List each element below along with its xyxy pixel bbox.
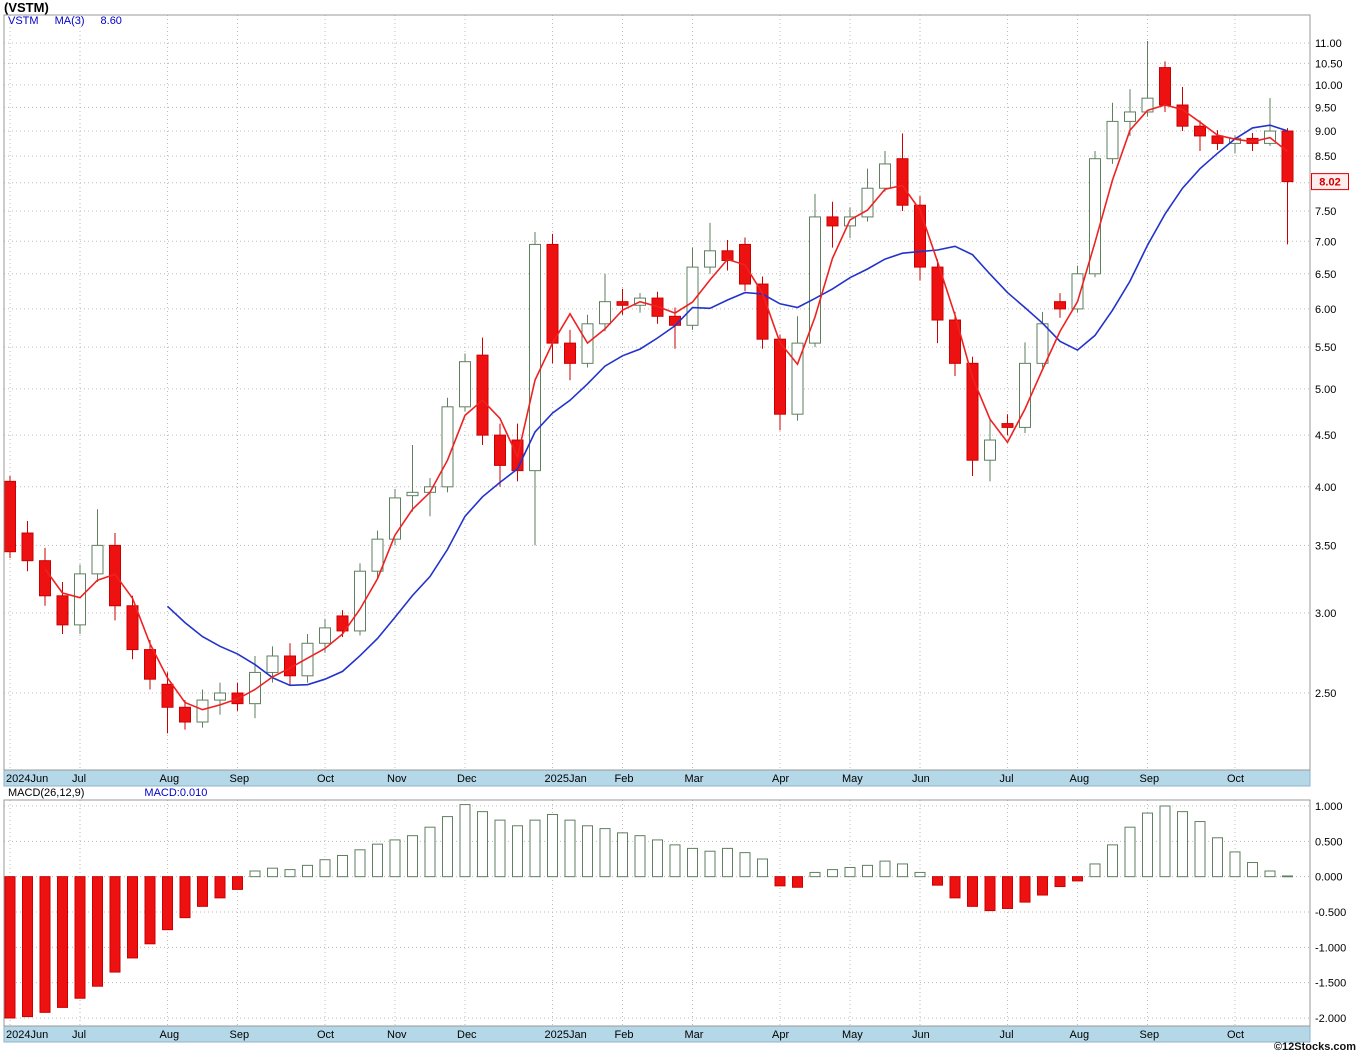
svg-text:6.00: 6.00 — [1315, 304, 1336, 316]
svg-text:Sep: Sep — [1140, 773, 1160, 785]
svg-text:4.50: 4.50 — [1315, 430, 1336, 442]
svg-text:5.00: 5.00 — [1315, 384, 1336, 396]
macd-label: MACD(26,12,9) — [8, 787, 85, 799]
legend-ma-label: MA(3) — [54, 15, 85, 27]
svg-text:Oct: Oct — [1227, 1029, 1244, 1041]
svg-text:Feb: Feb — [615, 773, 634, 785]
svg-text:-0.500: -0.500 — [1315, 907, 1346, 919]
moving-average-lines — [44, 104, 1288, 711]
svg-text:0.500: 0.500 — [1315, 836, 1343, 848]
svg-text:Jun: Jun — [912, 773, 930, 785]
svg-text:4.00: 4.00 — [1315, 482, 1336, 494]
svg-text:7.50: 7.50 — [1315, 206, 1336, 218]
svg-text:Oct: Oct — [1227, 773, 1244, 785]
svg-text:Jul: Jul — [72, 1029, 86, 1041]
svg-text:11.00: 11.00 — [1315, 38, 1342, 50]
svg-text:Jul: Jul — [1000, 1029, 1014, 1041]
svg-text:3.00: 3.00 — [1315, 608, 1336, 620]
svg-text:9.50: 9.50 — [1315, 102, 1336, 114]
legend-ma-value: 8.60 — [100, 15, 122, 27]
svg-text:Jul: Jul — [1000, 773, 1014, 785]
svg-text:Dec: Dec — [457, 1029, 477, 1041]
svg-text:10.00: 10.00 — [1315, 80, 1343, 92]
svg-text:-1.000: -1.000 — [1315, 942, 1346, 954]
svg-text:Nov: Nov — [387, 773, 407, 785]
svg-text:Aug: Aug — [1070, 1029, 1090, 1041]
svg-text:Dec: Dec — [457, 773, 477, 785]
svg-text:2025Jan: 2025Jan — [545, 1029, 587, 1041]
svg-text:-1.500: -1.500 — [1315, 978, 1346, 990]
svg-text:Nov: Nov — [387, 1029, 407, 1041]
svg-text:9.00: 9.00 — [1315, 126, 1336, 138]
svg-text:Feb: Feb — [615, 1029, 634, 1041]
macd-value: MACD:0.010 — [144, 787, 208, 799]
copyright-text: ©12Stocks.com — [1273, 1041, 1356, 1053]
svg-text:-2.000: -2.000 — [1315, 1013, 1346, 1025]
svg-text:Apr: Apr — [772, 773, 789, 785]
candles-layer — [4, 41, 1294, 734]
svg-text:Jul: Jul — [72, 773, 86, 785]
svg-text:8.50: 8.50 — [1315, 151, 1336, 163]
svg-text:3.50: 3.50 — [1315, 540, 1336, 552]
svg-text:May: May — [842, 773, 863, 785]
svg-text:6.50: 6.50 — [1315, 269, 1336, 281]
svg-text:Aug: Aug — [160, 773, 180, 785]
svg-text:Sep: Sep — [1140, 1029, 1160, 1041]
chart-title: (VSTM) — [4, 0, 49, 15]
svg-text:Aug: Aug — [1070, 773, 1090, 785]
ma-legend: VSTM MA(3) 8.60 — [8, 15, 138, 27]
svg-text:Mar: Mar — [685, 773, 704, 785]
panel-borders — [3, 14, 1311, 1027]
ma-slow-line — [166, 124, 1288, 687]
svg-text:2024Jun: 2024Jun — [6, 1029, 48, 1041]
svg-text:2.50: 2.50 — [1315, 688, 1336, 700]
svg-text:1.000: 1.000 — [1315, 801, 1343, 813]
svg-text:Mar: Mar — [685, 1029, 704, 1041]
svg-text:5.50: 5.50 — [1315, 342, 1336, 354]
svg-text:Aug: Aug — [160, 1029, 180, 1041]
svg-text:Sep: Sep — [230, 773, 250, 785]
macd-histogram — [4, 804, 1293, 1019]
axis-tick-labels: 2.50 3.00 3.50 4.00 4.50 5.00 5.50 6.00 6.50 7.00… — [1315, 38, 1346, 1025]
last-price-label: 8.02 — [1311, 173, 1349, 191]
svg-text:2024Jun: 2024Jun — [6, 773, 48, 785]
legend-symbol: VSTM — [8, 15, 39, 27]
svg-text:Sep: Sep — [230, 1029, 250, 1041]
ma-fast-line — [44, 104, 1288, 711]
svg-text:0.000: 0.000 — [1315, 872, 1343, 884]
svg-text:Oct: Oct — [317, 1029, 334, 1041]
svg-text:May: May — [842, 1029, 863, 1041]
svg-text:10.50: 10.50 — [1315, 58, 1343, 70]
svg-text:2025Jan: 2025Jan — [545, 773, 587, 785]
svg-text:Jun: Jun — [912, 1029, 930, 1041]
macd-legend: MACD(26,12,9) MACD:0.010 — [8, 787, 207, 799]
svg-text:7.00: 7.00 — [1315, 236, 1336, 248]
svg-text:Apr: Apr — [772, 1029, 789, 1041]
svg-text:8.02: 8.02 — [1319, 177, 1340, 189]
svg-text:Oct: Oct — [317, 773, 334, 785]
